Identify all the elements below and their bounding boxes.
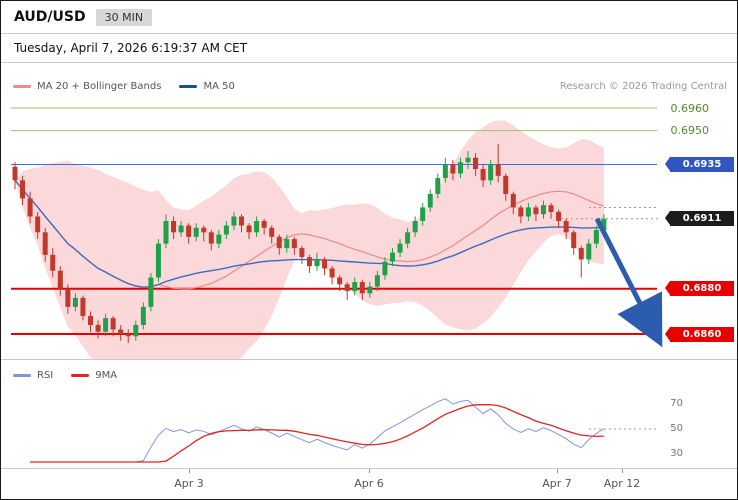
main-legend: MA 20 + Bollinger Bands MA 50 Research ©… [13, 81, 727, 92]
x-axis-tick [622, 469, 623, 473]
support-badge-06880: 0.6880 [665, 281, 734, 297]
resistance-label-06950: 0.6950 [670, 124, 710, 138]
rsi-tick-70: 70 [670, 398, 683, 409]
x-axis-tick [557, 469, 558, 473]
rsi-tick-30: 30 [670, 448, 683, 459]
x-axis-label-apr7: Apr 7 [542, 477, 572, 490]
legend-9ma-label: 9MA [95, 370, 118, 381]
x-axis-label-apr3: Apr 3 [174, 477, 204, 490]
legend-rsi-label: RSI [37, 370, 54, 381]
last-price-badge: 0.6911 [665, 211, 734, 227]
rsi-svg[interactable] [1, 360, 665, 469]
9ma-swatch [71, 374, 90, 377]
research-credit: Research © 2026 Trading Central [559, 81, 727, 92]
legend-9ma: 9MA [71, 370, 117, 381]
resistance-label-06960: 0.6960 [670, 101, 710, 115]
rsi-panel: RSI 9MA 70 50 30 [1, 359, 737, 468]
x-axis: Apr 3 Apr 6 Apr 7 Apr 12 [1, 468, 737, 499]
legend-ma20-bb-label: MA 20 + Bollinger Bands [37, 81, 162, 92]
legend-ma50: MA 50 [179, 81, 235, 92]
symbol-title: AUD/USD [14, 9, 86, 25]
legend-rsi: RSI [13, 370, 53, 381]
header: AUD/USD 30 MIN [1, 1, 737, 34]
timeframe-badge[interactable]: 30 MIN [95, 8, 153, 26]
ma20-bb-swatch [13, 85, 31, 88]
main-chart-panel: MA 20 + Bollinger Bands MA 50 Research ©… [1, 63, 737, 359]
rsi-swatch [13, 374, 31, 377]
x-axis-tick [189, 469, 190, 473]
x-axis-label-apr6: Apr 6 [354, 477, 384, 490]
x-axis-label-apr12: Apr 12 [603, 477, 641, 490]
rsi-legend: RSI 9MA [13, 370, 135, 381]
support-badge-06860: 0.6860 [665, 326, 734, 342]
resistance-badge-06935: 0.6935 [665, 157, 734, 172]
main-chart-svg[interactable] [1, 63, 665, 359]
x-axis-tick [369, 469, 370, 473]
legend-ma50-label: MA 50 [203, 81, 235, 92]
legend-ma20-bb: MA 20 + Bollinger Bands [13, 81, 161, 92]
rsi-tick-50: 50 [670, 423, 683, 434]
ma50-swatch [179, 85, 198, 88]
date-line: Tuesday, April 7, 2026 6:19:37 AM CET [1, 34, 737, 63]
